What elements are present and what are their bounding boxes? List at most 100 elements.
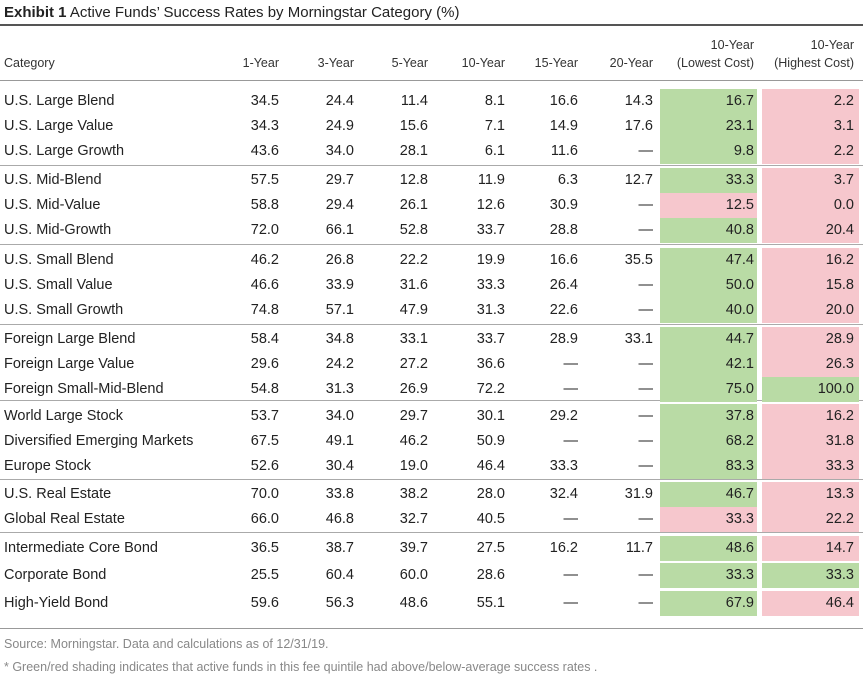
category-label: U.S. Mid-Blend xyxy=(4,172,102,188)
table-cell: 6.1 xyxy=(484,143,505,159)
category-label: U.S. Large Growth xyxy=(4,143,125,159)
lowest-cost-shading xyxy=(660,193,757,218)
table-cell: 25.5 xyxy=(250,567,279,583)
highest-cost-shading xyxy=(762,454,859,479)
table-cell: 26.4 xyxy=(549,277,578,293)
table-cell: — xyxy=(563,356,579,372)
table-cell: 58.8 xyxy=(250,197,279,213)
table-cell: 39.7 xyxy=(399,540,428,556)
table-cell: 28.9 xyxy=(825,331,854,347)
table-cell: 27.2 xyxy=(399,356,428,372)
table-cell: 43.6 xyxy=(250,143,279,159)
table-cell: 33.1 xyxy=(399,331,428,347)
table-cell: 57.1 xyxy=(325,302,354,318)
highest-cost-shading xyxy=(762,327,859,352)
lowest-cost-shading xyxy=(660,327,757,352)
table-cell: — xyxy=(563,567,579,583)
category-label: U.S. Small Blend xyxy=(4,252,114,268)
category-label: Corporate Bond xyxy=(4,567,107,583)
lowest-cost-shading xyxy=(660,298,757,323)
lowest-cost-shading xyxy=(660,352,757,377)
table-cell: 50.0 xyxy=(725,277,754,293)
table-cell: 26.8 xyxy=(325,252,354,268)
table-cell: 34.8 xyxy=(325,331,354,347)
table-cell: — xyxy=(638,567,654,583)
table-cell: 34.0 xyxy=(325,143,354,159)
header-lowest-cost-top: 10-Year xyxy=(710,38,754,52)
group-divider xyxy=(0,324,863,325)
table-cell: — xyxy=(638,433,654,449)
table-cell: 32.4 xyxy=(549,486,578,502)
table-cell: — xyxy=(638,356,654,372)
table-cell: 46.6 xyxy=(250,277,279,293)
table-cell: 56.3 xyxy=(325,595,354,611)
table-cell: 11.9 xyxy=(477,172,505,188)
table-cell: 31.8 xyxy=(825,433,854,449)
highest-cost-shading xyxy=(762,218,859,243)
table-cell: 9.8 xyxy=(733,143,754,159)
table-cell: 16.2 xyxy=(549,540,578,556)
lowest-cost-shading xyxy=(660,218,757,243)
highest-cost-shading xyxy=(762,563,859,588)
table-cell: 33.3 xyxy=(725,567,754,583)
highest-cost-shading xyxy=(762,536,859,561)
top-rule xyxy=(0,24,863,26)
table-cell: 28.1 xyxy=(399,143,428,159)
table-cell: 83.3 xyxy=(725,458,754,474)
lowest-cost-shading xyxy=(660,89,757,114)
table-cell: 46.2 xyxy=(250,252,279,268)
table-cell: 48.6 xyxy=(725,540,754,556)
table-cell: — xyxy=(638,143,654,159)
bottom-rule xyxy=(0,628,863,629)
table-cell: 29.2 xyxy=(549,408,578,424)
table-cell: 55.1 xyxy=(476,595,505,611)
header-category: Category xyxy=(4,56,55,70)
group-divider xyxy=(0,532,863,533)
table-cell: 12.6 xyxy=(476,197,505,213)
table-cell: 11.6 xyxy=(550,143,578,159)
table-cell: 66.0 xyxy=(250,511,279,527)
table-cell: 13.3 xyxy=(825,486,854,502)
table-cell: 17.6 xyxy=(624,118,653,134)
table-cell: 19.0 xyxy=(399,458,428,474)
header-10-year: 10-Year xyxy=(461,56,505,70)
table-cell: — xyxy=(638,222,654,238)
highest-cost-shading xyxy=(762,193,859,218)
table-cell: 28.0 xyxy=(476,486,505,502)
table-cell: 67.9 xyxy=(725,595,754,611)
table-cell: 15.8 xyxy=(825,277,854,293)
table-cell: 52.8 xyxy=(399,222,428,238)
table-cell: 29.7 xyxy=(399,408,428,424)
group-divider xyxy=(0,244,863,245)
category-label: U.S. Small Growth xyxy=(4,302,124,318)
table-cell: 60.0 xyxy=(399,567,428,583)
table-cell: 11.4 xyxy=(400,93,428,109)
lowest-cost-shading xyxy=(660,114,757,139)
lowest-cost-shading xyxy=(660,536,757,561)
table-cell: 47.4 xyxy=(725,252,754,268)
table-cell: 33.3 xyxy=(825,567,854,583)
table-cell: 2.2 xyxy=(833,143,854,159)
table-cell: — xyxy=(638,277,654,293)
highest-cost-shading xyxy=(762,404,859,429)
group-divider xyxy=(0,165,863,166)
table-cell: 30.1 xyxy=(476,408,505,424)
category-label: Foreign Small-Mid-Blend xyxy=(4,381,164,397)
table-cell: 23.1 xyxy=(725,118,754,134)
table-cell: 48.6 xyxy=(399,595,428,611)
table-cell: 40.8 xyxy=(725,222,754,238)
table-cell: 33.7 xyxy=(476,222,505,238)
table-cell: 100.0 xyxy=(817,381,854,397)
table-cell: 33.3 xyxy=(825,458,854,474)
table-cell: 12.7 xyxy=(624,172,653,188)
table-cell: 35.5 xyxy=(624,252,653,268)
table-cell: 28.8 xyxy=(549,222,578,238)
highest-cost-shading xyxy=(762,273,859,298)
table-cell: 58.4 xyxy=(250,331,279,347)
table-cell: 3.1 xyxy=(833,118,854,134)
table-cell: 60.4 xyxy=(325,567,354,583)
table-cell: 24.4 xyxy=(325,93,354,109)
highest-cost-shading xyxy=(762,298,859,323)
header-20-year: 20-Year xyxy=(609,56,653,70)
table-cell: 31.3 xyxy=(476,302,505,318)
